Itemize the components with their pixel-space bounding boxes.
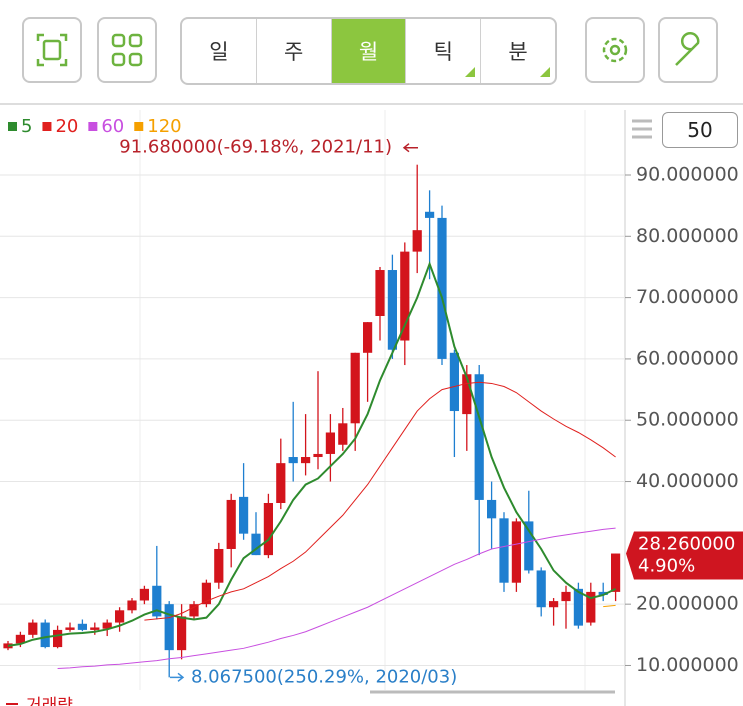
settings-button[interactable] bbox=[585, 17, 645, 83]
ma-line bbox=[57, 527, 616, 670]
candle-body bbox=[462, 374, 472, 415]
legend-swatch bbox=[8, 122, 17, 131]
candle-body bbox=[561, 591, 571, 602]
candle-body bbox=[15, 634, 25, 644]
candle-body bbox=[226, 499, 236, 549]
candle-body bbox=[487, 499, 497, 519]
y-tick-label: 60.000000 bbox=[636, 347, 739, 369]
icon bbox=[675, 31, 700, 66]
candle-body bbox=[350, 352, 360, 424]
period-tab[interactable]: 주 bbox=[255, 19, 331, 83]
count-input[interactable]: 50 bbox=[662, 112, 738, 148]
menu-icon[interactable] bbox=[632, 119, 652, 139]
candle-body bbox=[251, 533, 261, 556]
candle-body bbox=[437, 217, 447, 359]
candle-body bbox=[474, 374, 484, 500]
candle-body bbox=[425, 211, 435, 218]
candle-body bbox=[263, 503, 273, 556]
candle-body bbox=[598, 591, 608, 595]
icon bbox=[602, 37, 628, 63]
ma-line bbox=[603, 604, 616, 608]
candle-body bbox=[177, 616, 187, 651]
candle-body bbox=[363, 322, 373, 353]
candle-body bbox=[499, 518, 509, 583]
min-arrow bbox=[170, 672, 185, 682]
candle-body bbox=[412, 230, 422, 252]
fullscreen-button[interactable] bbox=[22, 17, 82, 83]
candle-body bbox=[375, 270, 385, 317]
ma-line bbox=[144, 381, 616, 621]
y-tick-label: 20.000000 bbox=[636, 593, 739, 615]
period-tab[interactable]: 분 bbox=[480, 19, 555, 83]
candle-body bbox=[313, 453, 323, 458]
y-tick-label: 50.000000 bbox=[636, 409, 739, 431]
candle-body bbox=[40, 622, 50, 648]
candle-body bbox=[276, 463, 286, 504]
price-tag bbox=[626, 531, 743, 580]
candle-body bbox=[338, 423, 348, 445]
candle-body bbox=[127, 600, 137, 611]
candle-body bbox=[164, 604, 174, 651]
y-tick-label: 70.000000 bbox=[636, 286, 739, 308]
legend-swatch bbox=[42, 122, 52, 131]
candle-body bbox=[28, 622, 38, 635]
dropdown-indicator bbox=[539, 67, 550, 77]
candle-body bbox=[90, 627, 100, 630]
candle-body bbox=[449, 352, 459, 412]
legend-label: 5 bbox=[21, 116, 32, 137]
candle-body bbox=[115, 610, 125, 623]
max-arrow bbox=[402, 143, 418, 153]
candle-body bbox=[400, 251, 410, 341]
candle-body bbox=[152, 585, 162, 617]
period-tab[interactable]: 틱 bbox=[405, 19, 480, 83]
min-annotation: 8.067500(250.29%, 2020/03) bbox=[191, 666, 457, 687]
candle-body bbox=[511, 521, 521, 583]
candle-body bbox=[536, 570, 546, 608]
icon bbox=[111, 33, 143, 67]
max-annotation: 91.680000(-69.18%, 2021/11) bbox=[119, 137, 392, 158]
candle-body bbox=[77, 623, 87, 630]
candle-body bbox=[325, 432, 335, 454]
candle-body bbox=[611, 553, 621, 592]
y-tick-label: 10.000000 bbox=[636, 654, 739, 676]
y-tick-label: 90.000000 bbox=[636, 163, 739, 185]
dropdown-indicator bbox=[465, 67, 476, 77]
layout-button[interactable] bbox=[97, 17, 157, 83]
legend-label: 20 bbox=[55, 116, 78, 137]
candle-body bbox=[201, 582, 211, 605]
legend-label: 120 bbox=[147, 116, 181, 137]
legend-swatch bbox=[134, 122, 144, 131]
legend-label: 60 bbox=[101, 116, 124, 137]
ma-line bbox=[7, 260, 617, 647]
candle-body bbox=[189, 604, 199, 617]
price-tag-change: 4.90% bbox=[638, 556, 695, 577]
period-tab[interactable]: 일 bbox=[209, 40, 229, 64]
candle-body bbox=[65, 627, 75, 630]
period-tab[interactable]: 월 bbox=[330, 19, 406, 83]
candle-body bbox=[239, 496, 249, 534]
candle-body bbox=[53, 629, 63, 648]
candle-body bbox=[288, 457, 298, 464]
candle-body bbox=[586, 591, 596, 623]
legend-swatch bbox=[88, 122, 98, 131]
candle-body bbox=[301, 457, 311, 464]
tools-button[interactable] bbox=[658, 17, 718, 83]
candle-body bbox=[102, 622, 112, 629]
price-tag-label: 28.260000 bbox=[638, 534, 735, 555]
y-tick-label: 40.000000 bbox=[636, 470, 739, 492]
candle-body bbox=[549, 601, 559, 608]
volume-label: 거래량 bbox=[26, 696, 73, 706]
candle-body bbox=[387, 270, 397, 350]
candle-body bbox=[214, 548, 224, 583]
candle-body bbox=[139, 588, 149, 601]
candle-body bbox=[573, 588, 583, 626]
candle-body bbox=[524, 521, 534, 571]
y-tick-label: 80.000000 bbox=[636, 225, 739, 247]
icon bbox=[36, 33, 68, 67]
